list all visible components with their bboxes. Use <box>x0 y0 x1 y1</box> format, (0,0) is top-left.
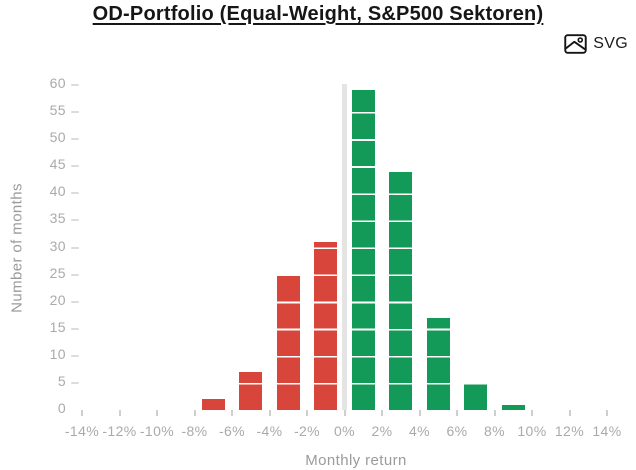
bar-3pct[interactable] <box>389 171 413 410</box>
y-tick-label-40: 40 <box>49 183 66 200</box>
y-tick-label-45: 45 <box>49 156 66 173</box>
y-tick-mark-15 <box>71 327 79 330</box>
y-tick-label-30: 30 <box>49 237 66 254</box>
y-tick-label-25: 25 <box>49 264 66 281</box>
x-tick-mark-10 <box>531 410 533 416</box>
y-tick-mark-55 <box>71 111 79 114</box>
y-tick-mark-45 <box>71 165 79 168</box>
x-tick-label--6: -6% <box>218 423 246 439</box>
chart-title: OD-Portfolio (Equal-Weight, S&P500 Sekto… <box>92 3 544 25</box>
x-tick-label-12: 12% <box>554 423 585 439</box>
bar--1pct[interactable] <box>314 242 338 410</box>
export-svg-label: SVG <box>593 35 628 52</box>
bar-7pct[interactable] <box>464 382 488 410</box>
x-tick-label--8: -8% <box>181 423 208 439</box>
x-tick-label-6: 6% <box>446 423 468 439</box>
bar--3pct[interactable] <box>276 274 300 410</box>
y-tick-label-20: 20 <box>49 291 66 308</box>
x-tick-mark--4 <box>268 410 271 416</box>
x-tick-mark-14 <box>606 410 608 416</box>
x-tick-label-10: 10% <box>517 423 547 439</box>
export-svg-button[interactable]: SVG <box>562 32 630 56</box>
y-tick-label-55: 55 <box>49 102 66 119</box>
y-tick-mark-10 <box>71 354 79 357</box>
x-tick-label--12: -12% <box>102 423 137 439</box>
y-tick-label-5: 5 <box>57 372 66 389</box>
bar-5pct[interactable] <box>426 317 450 410</box>
x-tick-label-8: 8% <box>483 423 506 439</box>
y-tick-label-60: 60 <box>49 75 66 91</box>
x-tick-mark-2 <box>381 410 383 416</box>
x-tick-mark-12 <box>568 410 571 416</box>
y-tick-mark-40 <box>71 192 79 195</box>
y-tick-mark-30 <box>71 246 79 249</box>
y-tick-mark-50 <box>71 138 79 141</box>
bar-1pct[interactable] <box>351 90 375 410</box>
y-tick-label-50: 50 <box>49 129 66 146</box>
x-tick-mark--6 <box>231 410 233 416</box>
x-tick-label--2: -2% <box>293 423 321 439</box>
y-tick-label-0: 0 <box>57 400 66 416</box>
bar-9pct[interactable] <box>501 404 525 410</box>
x-tick-label-0: 0% <box>333 423 356 439</box>
x-axis-title: Monthly return <box>305 452 407 469</box>
x-tick-mark--14 <box>81 410 83 416</box>
x-tick-label-4: 4% <box>408 423 431 439</box>
bar--5pct[interactable] <box>239 372 263 410</box>
x-tick-mark--8 <box>193 410 196 416</box>
y-tick-mark-5 <box>71 381 79 384</box>
x-tick-mark-0 <box>343 410 346 416</box>
x-tick-label--10: -10% <box>139 423 175 439</box>
y-tick-label-10: 10 <box>49 345 66 362</box>
x-tick-mark-6 <box>456 410 458 416</box>
zero-reference-line <box>342 84 347 410</box>
x-tick-mark--10 <box>156 410 158 416</box>
x-tick-label--4: -4% <box>256 423 283 439</box>
x-tick-mark--2 <box>306 410 308 416</box>
bar--7pct[interactable] <box>201 399 225 410</box>
y-tick-mark-25 <box>71 273 79 276</box>
image-icon <box>564 34 587 54</box>
x-tick-label--14: -14% <box>64 423 100 439</box>
y-tick-mark-60 <box>71 84 79 86</box>
y-tick-mark-35 <box>71 219 79 222</box>
y-tick-label-35: 35 <box>49 210 66 227</box>
y-tick-mark-20 <box>71 300 79 303</box>
x-tick-mark-8 <box>493 410 496 416</box>
x-tick-mark-4 <box>418 410 421 416</box>
x-tick-label-2: 2% <box>371 423 393 439</box>
x-tick-label-14: 14% <box>592 423 622 439</box>
x-tick-mark--12 <box>118 410 121 416</box>
y-tick-label-15: 15 <box>49 318 66 335</box>
